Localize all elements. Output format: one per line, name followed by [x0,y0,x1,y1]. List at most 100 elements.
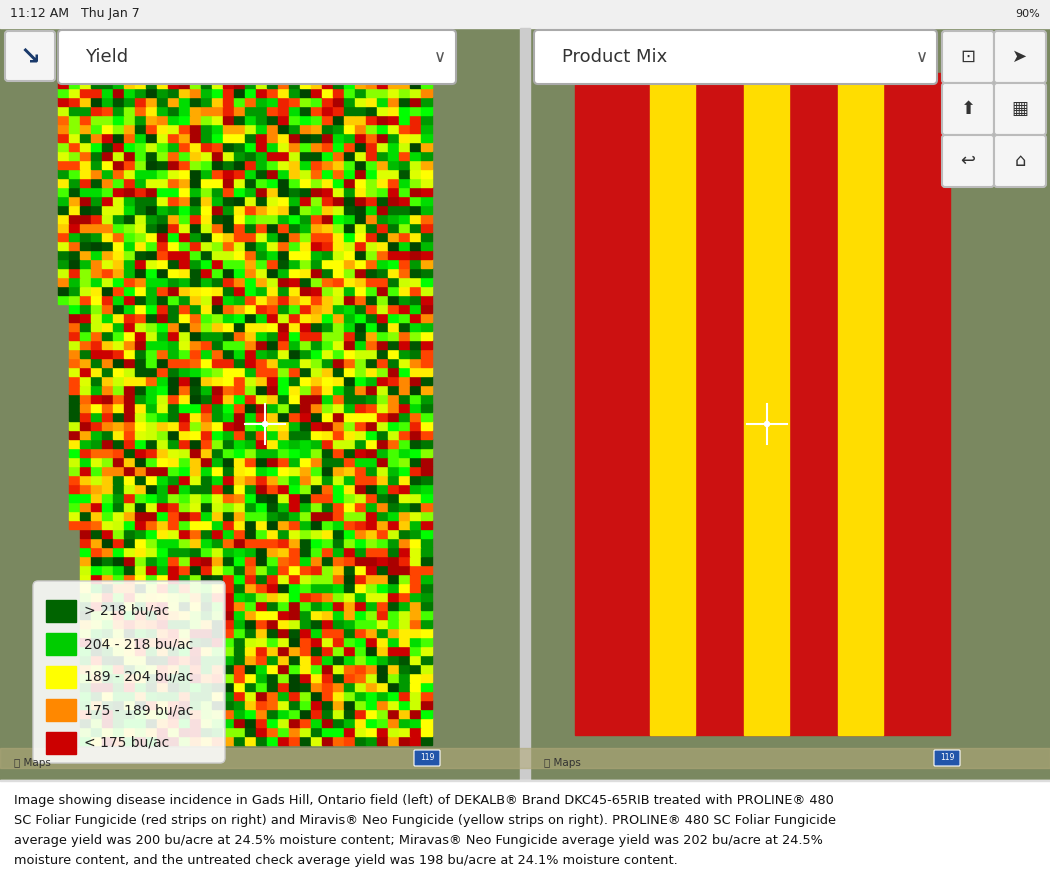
Bar [102,718,113,727]
Bar [344,331,355,340]
Bar [58,205,69,214]
Bar [113,556,124,565]
Bar [80,322,91,331]
Bar [322,241,333,250]
Bar [410,583,421,592]
Bar [212,340,223,349]
Bar [58,124,69,133]
Bar [311,133,322,142]
Bar [421,511,432,520]
Bar [135,439,146,448]
Bar [399,376,410,385]
Bar [421,601,432,610]
Bar [168,241,178,250]
Bar [311,439,322,448]
Bar [267,313,278,322]
Bar [311,592,322,601]
Bar [333,484,344,493]
Bar [124,295,135,304]
Bar [289,115,300,124]
Bar [178,448,190,457]
Bar [178,349,190,358]
Bar [135,511,146,520]
Bar [377,205,388,214]
Bar [234,385,245,394]
Bar [311,169,322,178]
Bar [245,205,256,214]
Bar [223,385,234,394]
Bar [168,430,178,439]
Bar [124,673,135,682]
Bar [388,250,399,259]
Bar [124,304,135,313]
Bar [278,358,289,367]
Bar [124,79,135,88]
Bar [124,691,135,700]
Bar [158,358,168,367]
Bar [344,259,355,268]
Bar [223,574,234,583]
Bar [113,646,124,655]
Bar [102,493,113,502]
Bar [366,511,377,520]
Bar [223,592,234,601]
Bar [69,250,80,259]
Bar [135,475,146,484]
Bar [421,574,432,583]
Bar [267,520,278,529]
Bar [300,259,311,268]
Bar [245,718,256,727]
Bar [333,322,344,331]
Bar [289,88,300,97]
Bar [146,529,158,538]
Bar [311,637,322,646]
Bar [388,583,399,592]
Bar [69,367,80,376]
Bar [212,493,223,502]
Bar [355,421,366,430]
Bar [102,583,113,592]
Bar [135,286,146,295]
Bar [124,628,135,637]
Bar [158,340,168,349]
Bar [300,196,311,205]
Bar [212,520,223,529]
Bar [311,178,322,187]
Bar [178,322,190,331]
Bar [146,556,158,565]
Bar [201,637,212,646]
Bar [201,646,212,655]
Bar [212,313,223,322]
Bar [410,367,421,376]
Bar [289,727,300,736]
Bar [388,214,399,223]
Bar [102,619,113,628]
Bar [80,430,91,439]
Bar [69,493,80,502]
Bar [146,196,158,205]
Bar [300,700,311,709]
Bar [69,520,80,529]
Bar [333,124,344,133]
Bar [421,502,432,511]
Bar [256,97,267,106]
Bar [102,340,113,349]
Bar [102,394,113,403]
Bar [168,187,178,196]
Bar [289,304,300,313]
Bar [69,430,80,439]
Bar [91,628,102,637]
Bar [377,178,388,187]
Bar [58,286,69,295]
Bar [289,322,300,331]
Bar [69,160,80,169]
Bar [322,682,333,691]
Bar [113,277,124,286]
Bar [245,286,256,295]
Bar [80,475,91,484]
Bar [234,547,245,556]
Bar [267,610,278,619]
Bar [91,295,102,304]
Bar [355,187,366,196]
Bar [333,421,344,430]
